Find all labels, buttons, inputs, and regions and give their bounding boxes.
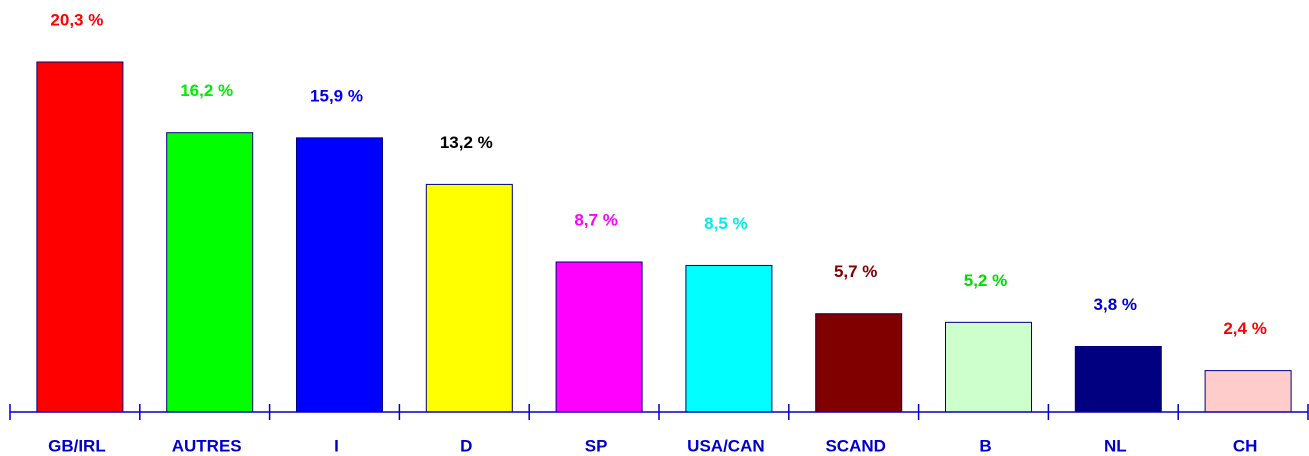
bar bbox=[945, 321, 1032, 413]
bar bbox=[815, 313, 903, 413]
bar bbox=[555, 261, 643, 413]
x-tick-label: AUTRES bbox=[172, 436, 242, 455]
bar bbox=[1074, 345, 1162, 413]
bar bbox=[166, 132, 254, 413]
value-label: 8,5 % bbox=[704, 214, 747, 233]
bar bbox=[685, 264, 773, 413]
value-label: 16,2 % bbox=[180, 81, 233, 100]
value-label: 5,7 % bbox=[834, 262, 877, 281]
bar bbox=[296, 137, 383, 413]
value-label: 5,2 % bbox=[964, 271, 1007, 290]
x-tick-label: B bbox=[979, 436, 991, 455]
x-tick-label: CH bbox=[1233, 436, 1258, 455]
value-label: 20,3 % bbox=[50, 10, 103, 29]
bar bbox=[36, 61, 124, 413]
value-label: 2,4 % bbox=[1223, 319, 1266, 338]
bar bbox=[425, 183, 513, 413]
x-tick-label: SP bbox=[585, 436, 608, 455]
x-tick-label: GB/IRL bbox=[48, 436, 106, 455]
value-label: 15,9 % bbox=[310, 86, 363, 105]
x-tick-label: USA/CAN bbox=[687, 436, 764, 455]
x-tick-label: D bbox=[460, 436, 472, 455]
bar bbox=[1204, 370, 1292, 413]
x-tick-label: NL bbox=[1104, 436, 1127, 455]
value-label: 3,8 % bbox=[1094, 295, 1137, 314]
x-tick-label: SCAND bbox=[825, 436, 885, 455]
x-tick-label: I bbox=[334, 436, 339, 455]
value-label: 13,2 % bbox=[440, 133, 493, 152]
value-label: 8,7 % bbox=[574, 210, 617, 229]
